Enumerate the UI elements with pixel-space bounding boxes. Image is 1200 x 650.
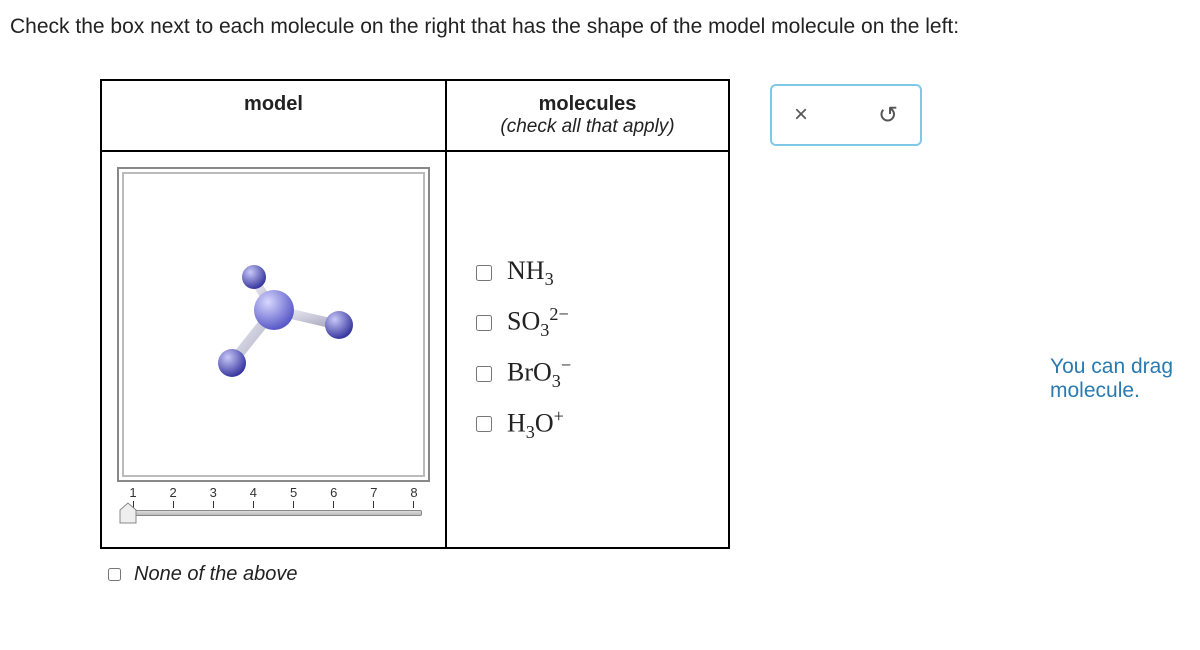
option-nh3[interactable]: NH3: [472, 256, 703, 290]
tick-label: 7: [370, 485, 377, 500]
hint-line2: molecule.: [1050, 379, 1140, 402]
close-icon: ×: [794, 101, 808, 128]
question-table: model molecules (check all that apply): [100, 79, 730, 549]
slider-handle-icon[interactable]: [119, 502, 137, 524]
checkbox-h3o[interactable]: [476, 416, 492, 432]
formula-so3: SO32−: [507, 304, 569, 341]
header-molecules-sub: (check all that apply): [457, 116, 718, 138]
option-bro3[interactable]: BrO3−: [472, 355, 703, 392]
header-molecules-title: molecules: [457, 93, 718, 116]
instruction-text: Check the box next to each molecule on t…: [10, 15, 1190, 39]
action-box: × ↺: [770, 84, 922, 146]
checkbox-nh3[interactable]: [476, 265, 492, 281]
tick-label: 2: [170, 485, 177, 500]
hint-line1: You can drag: [1050, 355, 1173, 378]
tick-label: 1: [129, 485, 136, 500]
tick-label: 8: [410, 485, 417, 500]
formula-bro3: BrO3−: [507, 355, 571, 392]
model-cell: 1 2 3 4 5 6 7 8: [102, 152, 447, 547]
option-none[interactable]: None of the above: [100, 563, 730, 586]
reset-icon: ↺: [878, 102, 898, 129]
molecule-3d-icon[interactable]: [174, 245, 374, 405]
tick-label: 4: [250, 485, 257, 500]
none-label: None of the above: [134, 563, 297, 586]
zoom-slider[interactable]: 1 2 3 4 5 6 7 8: [117, 482, 430, 532]
reset-button[interactable]: ↺: [878, 101, 898, 130]
header-model: model: [102, 81, 447, 150]
checkbox-none[interactable]: [108, 568, 121, 581]
model-canvas[interactable]: [117, 167, 430, 482]
close-button[interactable]: ×: [794, 101, 808, 129]
tick-label: 3: [210, 485, 217, 500]
ruler-ticks: 1 2 3 4 5 6 7 8: [127, 485, 420, 508]
checkbox-so3[interactable]: [476, 315, 492, 331]
formula-nh3: NH3: [507, 256, 554, 290]
option-so3[interactable]: SO32−: [472, 304, 703, 341]
option-h3o[interactable]: H3O+: [472, 406, 703, 443]
formula-h3o: H3O+: [507, 406, 564, 443]
tick-label: 5: [290, 485, 297, 500]
molecules-cell: NH3 SO32− BrO3− H3O+: [447, 152, 728, 547]
tick-label: 6: [330, 485, 337, 500]
checkbox-bro3[interactable]: [476, 366, 492, 382]
header-molecules: molecules (check all that apply): [447, 81, 728, 150]
drag-hint: You can drag molecule.: [1050, 355, 1200, 403]
